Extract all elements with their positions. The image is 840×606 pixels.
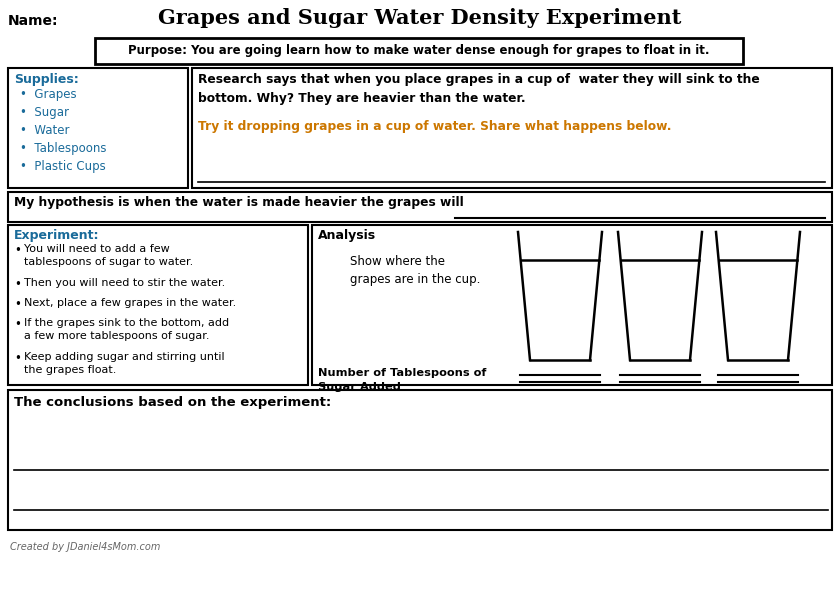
Text: •: • — [14, 244, 21, 257]
Text: •  Water: • Water — [20, 124, 70, 137]
Text: You will need to add a few
tablespoons of sugar to water.: You will need to add a few tablespoons o… — [24, 244, 193, 267]
Text: Created by JDaniel4sMom.com: Created by JDaniel4sMom.com — [10, 542, 160, 552]
Text: Keep adding sugar and stirring until
the grapes float.: Keep adding sugar and stirring until the… — [24, 352, 224, 375]
Text: If the grapes sink to the bottom, add
a few more tablespoons of sugar.: If the grapes sink to the bottom, add a … — [24, 318, 229, 341]
Bar — [312, 225, 832, 385]
Bar — [8, 68, 188, 188]
Text: Name:: Name: — [8, 14, 59, 28]
Text: •: • — [14, 352, 21, 365]
Text: Grapes and Sugar Water Density Experiment: Grapes and Sugar Water Density Experimen… — [158, 8, 682, 28]
Bar — [95, 38, 743, 64]
Text: •  Plastic Cups: • Plastic Cups — [20, 160, 106, 173]
Text: Try it dropping grapes in a cup of water. Share what happens below.: Try it dropping grapes in a cup of water… — [198, 120, 671, 133]
Text: •: • — [14, 278, 21, 291]
Bar — [8, 192, 832, 222]
Text: My hypothesis is when the water is made heavier the grapes will: My hypothesis is when the water is made … — [14, 196, 464, 209]
Text: Number of Tablespoons of
Sugar Added: Number of Tablespoons of Sugar Added — [318, 368, 486, 392]
Text: Show where the
grapes are in the cup.: Show where the grapes are in the cup. — [350, 255, 480, 286]
Text: •: • — [14, 318, 21, 331]
Text: •  Grapes: • Grapes — [20, 88, 76, 101]
Text: Experiment:: Experiment: — [14, 229, 99, 242]
Text: Next, place a few grapes in the water.: Next, place a few grapes in the water. — [24, 298, 236, 308]
Text: •  Sugar: • Sugar — [20, 106, 69, 119]
Text: Research says that when you place grapes in a cup of  water they will sink to th: Research says that when you place grapes… — [198, 73, 759, 105]
Text: Purpose: You are going learn how to make water dense enough for grapes to float : Purpose: You are going learn how to make… — [129, 44, 710, 57]
Bar — [8, 390, 832, 530]
Bar — [192, 68, 832, 188]
Text: The conclusions based on the experiment:: The conclusions based on the experiment: — [14, 396, 331, 409]
Text: Then you will need to stir the water.: Then you will need to stir the water. — [24, 278, 225, 288]
Text: •  Tablespoons: • Tablespoons — [20, 142, 107, 155]
Text: Analysis: Analysis — [318, 229, 376, 242]
Text: Supplies:: Supplies: — [14, 73, 79, 86]
Text: •: • — [14, 298, 21, 311]
Bar — [8, 225, 308, 385]
